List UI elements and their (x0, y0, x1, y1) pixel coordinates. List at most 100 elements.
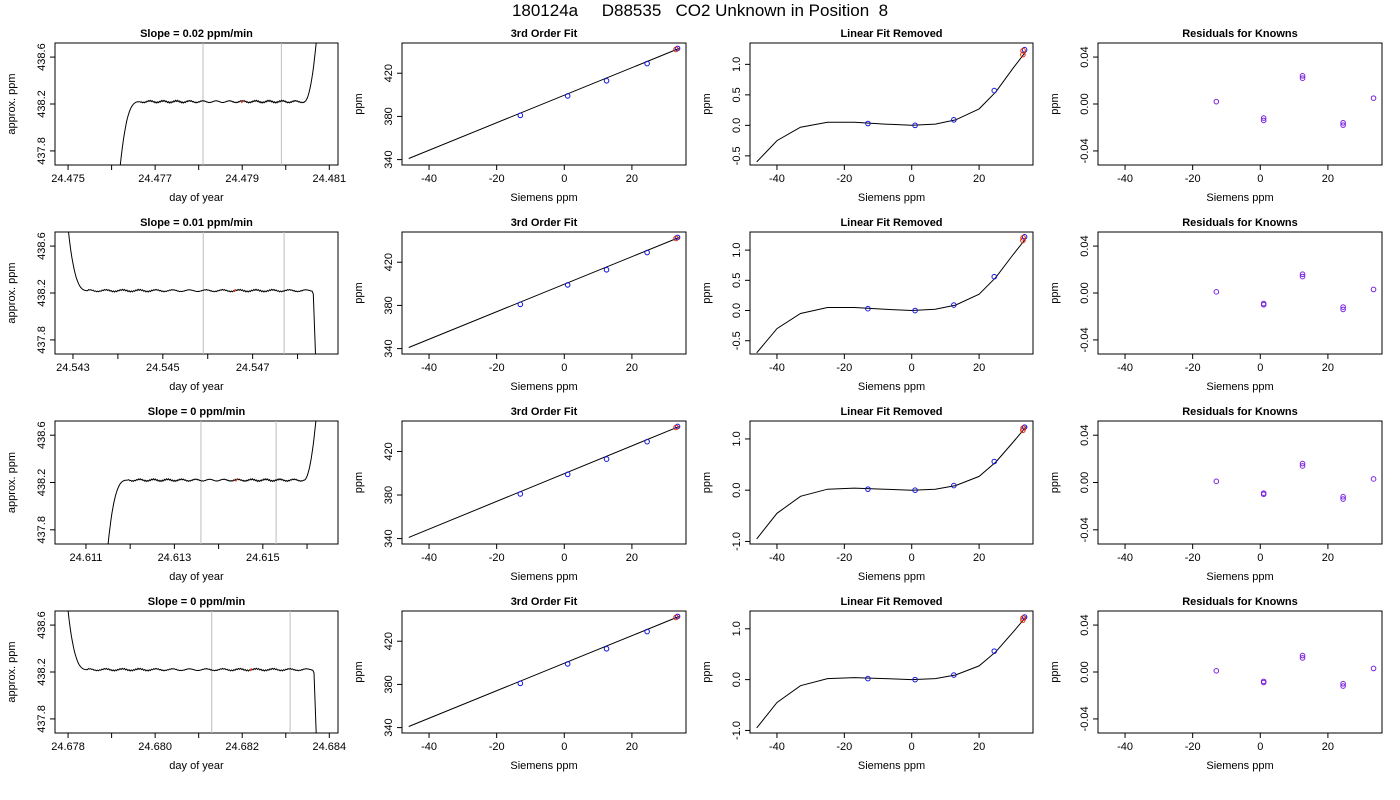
residual-point (1340, 122, 1346, 128)
y-tick-label: 438.2 (36, 469, 48, 497)
x-tick-label: 0 (909, 741, 915, 753)
y-axis-label: ppm (701, 661, 713, 682)
known-point (865, 120, 871, 127)
y-tick-label: 0.0 (731, 118, 743, 133)
x-axis-label: day of year (169, 381, 224, 393)
y-tick-label: 420 (383, 64, 395, 82)
plot-marks (1213, 460, 1377, 502)
y-tick-label: 0.04 (1079, 235, 1091, 256)
y-tick-label: 0.5 (731, 87, 743, 102)
unknown-segment (240, 100, 244, 104)
panel-title: Residuals for Knowns (1182, 217, 1298, 229)
x-tick-label: -20 (1185, 552, 1201, 564)
y-tick-label: 0.5 (731, 273, 743, 288)
residual-point (1299, 463, 1306, 469)
known-point (644, 438, 650, 445)
plot-frame (1097, 42, 1383, 166)
y-tick-label: 340 (383, 718, 395, 736)
plot-frame (749, 231, 1034, 355)
residual-point (1299, 655, 1306, 661)
x-tick-label: -40 (1117, 362, 1133, 374)
x-tick-label: -40 (1117, 173, 1133, 185)
y-axis-label: ppm (1049, 93, 1061, 114)
plot-marks (1213, 73, 1377, 128)
residual-point (1299, 652, 1306, 659)
y-tick-label: 420 (383, 253, 395, 271)
x-tick-label: 0 (1257, 362, 1263, 374)
fit-curve (756, 426, 1027, 540)
known-point-overlap (1020, 47, 1026, 54)
panel-title: 3rd Order Fit (511, 28, 578, 40)
x-tick-label: 24.684 (312, 741, 346, 753)
y-tick-label: -0.04 (1079, 706, 1091, 731)
x-tick-label: 20 (626, 552, 638, 564)
known-point (603, 645, 610, 652)
panel-3-3: Linear Fit Removed Siemens ppm ppm -40 -20 0 2… (701, 406, 1034, 583)
x-tick-label: -20 (836, 173, 852, 185)
plot-frame (54, 231, 339, 355)
panel-title: 3rd Order Fit (511, 406, 578, 418)
panel-title: Linear Fit Removed (840, 596, 942, 608)
x-axis-label: Siemens ppm (858, 192, 925, 204)
residual-point (1340, 119, 1346, 126)
y-tick-label: 438.2 (36, 658, 48, 686)
y-tick-label: 437.8 (36, 137, 48, 165)
fit-curve (756, 616, 1027, 729)
y-tick-label: 340 (383, 150, 395, 168)
x-tick-label: 0 (1257, 552, 1263, 564)
x-tick-label: 24.682 (225, 741, 259, 753)
known-point (912, 676, 918, 683)
y-tick-label: 438.6 (36, 611, 48, 639)
y-tick-label: 380 (383, 486, 395, 504)
x-axis-label: Siemens ppm (858, 571, 925, 583)
x-tick-label: 20 (626, 741, 638, 753)
plot-frame (1097, 420, 1383, 545)
residual-point (1213, 478, 1220, 485)
residual-point (1340, 493, 1346, 500)
plot-marks (107, 421, 317, 544)
x-tick-label: -20 (836, 741, 852, 753)
x-axis-label: Siemens ppm (1206, 571, 1273, 583)
unknown-point (1020, 427, 1026, 434)
x-tick-label: -40 (769, 173, 785, 185)
plot-marks (756, 46, 1028, 163)
panel-4-4: Residuals for Knowns Siemens ppm ppm -40 -20… (1049, 596, 1383, 772)
y-tick-label: -0.04 (1079, 327, 1091, 352)
known-point (644, 249, 650, 256)
x-tick-label: -40 (769, 362, 785, 374)
x-tick-label: -20 (1185, 741, 1201, 753)
residual-point (1299, 73, 1306, 79)
known-point-overlap (673, 46, 679, 53)
y-tick-label: 1.0 (731, 242, 743, 257)
x-tick-label: 0 (1257, 173, 1263, 185)
x-axis-label: Siemens ppm (1206, 192, 1273, 204)
plot-frame (54, 42, 339, 166)
x-tick-label: 24.545 (146, 362, 180, 374)
signal-trace (67, 611, 317, 733)
known-point (951, 117, 957, 123)
y-axis-label: approx. ppm (6, 262, 18, 323)
x-tick-label: -40 (421, 362, 437, 374)
x-axis-label: Siemens ppm (1206, 381, 1273, 393)
y-tick-label: 438.6 (36, 232, 48, 260)
panel-title: Residuals for Knowns (1182, 28, 1298, 40)
x-tick-label: -20 (489, 552, 505, 564)
fit-line (408, 615, 680, 727)
x-tick-label: 20 (973, 362, 985, 374)
known-point (644, 60, 650, 67)
y-tick-label: 438.2 (36, 90, 48, 118)
y-tick-label: -0.5 (731, 146, 743, 165)
panel-3-4: Residuals for Knowns Siemens ppm ppm -40 -20… (1049, 406, 1383, 583)
x-tick-label: 0 (561, 173, 567, 185)
panel-title: Slope = 0 ppm/min (148, 596, 246, 608)
x-tick-label: -40 (1117, 552, 1133, 564)
x-tick-label: 20 (1322, 741, 1334, 753)
y-axis-label: ppm (1049, 282, 1061, 303)
x-tick-label: -40 (769, 741, 785, 753)
x-axis-label: day of year (169, 760, 224, 772)
known-point (951, 482, 957, 489)
y-tick-label: 0.0 (731, 672, 743, 687)
residual-point (1340, 496, 1346, 502)
residual-point (1260, 679, 1267, 686)
unknown-segment (249, 668, 253, 672)
